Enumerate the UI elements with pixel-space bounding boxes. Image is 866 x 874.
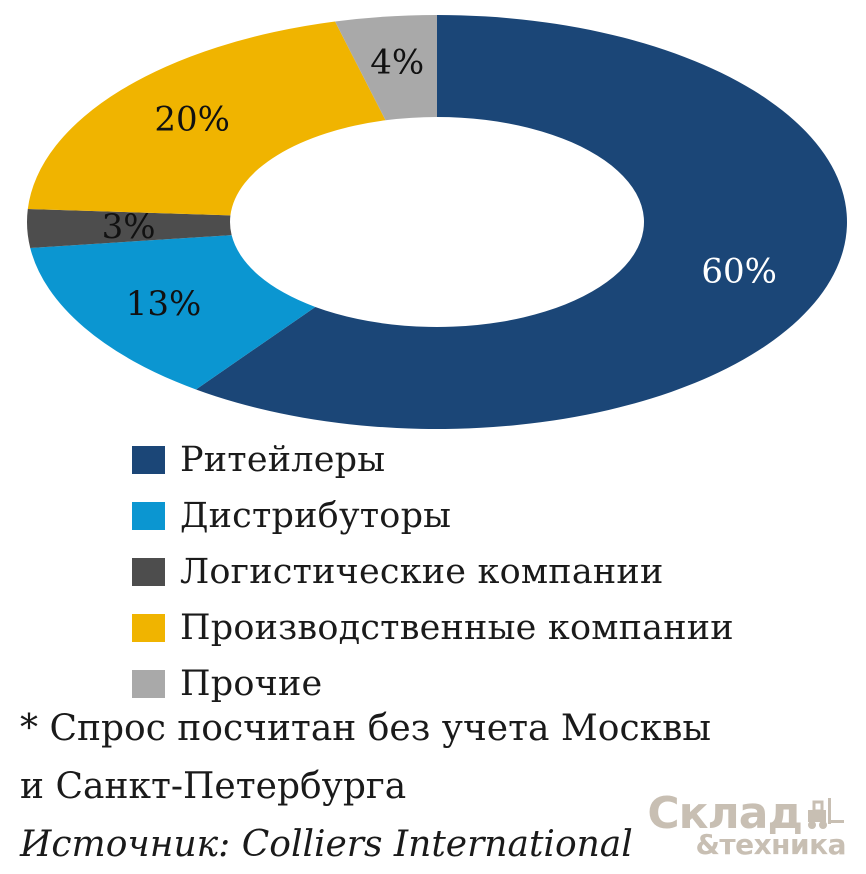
legend-item: Производственные компании [132,600,734,656]
donut-chart: 60% 13% 3% 20% 4% [27,15,847,429]
forklift-icon [808,798,844,829]
slice-5 [335,15,437,121]
footnote-line-1: * Спрос посчитан без учета Москвы [20,708,712,749]
legend-item: Прочие [132,656,734,712]
footnote-line-2: и Санкт-Петербурга [20,766,407,807]
slice-4 [27,21,386,216]
slice-label-4: 20% [154,100,230,140]
slice-label-2: 13% [126,284,202,324]
logo-sub-text: &техника [695,828,846,861]
logo-main-text: Склад [647,788,803,839]
publisher-logo: Склад &техника [646,792,846,862]
donut-slices [27,15,847,429]
source-note: Источник: Colliers International [20,824,633,865]
slice-2 [30,235,316,390]
slice-label-1: 60% [701,252,777,292]
legend-label: Логистические компании [180,552,664,592]
legend-swatch [132,446,165,474]
legend-label: Прочие [180,664,323,704]
notes: * Спрос посчитан без учета Москвы и Санк… [20,700,711,874]
legend-item: Логистические компании [132,544,734,600]
legend-label: Ритейлеры [180,440,386,480]
legend-swatch [132,502,165,530]
legend-item: Дистрибуторы [132,488,734,544]
legend-swatch [132,614,165,642]
slice-1 [196,15,847,429]
legend-swatch [132,670,165,698]
legend-swatch [132,558,165,586]
donut-labels: 60% 13% 3% 20% 4% [102,43,777,324]
legend: Ритейлеры Дистрибуторы Логистические компа… [132,432,734,712]
slice-3 [27,209,232,248]
legend-label: Дистрибуторы [180,496,452,536]
slice-label-5: 4% [370,43,424,83]
legend-label: Производственные компании [180,608,734,648]
legend-item: Ритейлеры [132,432,734,488]
slice-label-3: 3% [102,207,156,247]
